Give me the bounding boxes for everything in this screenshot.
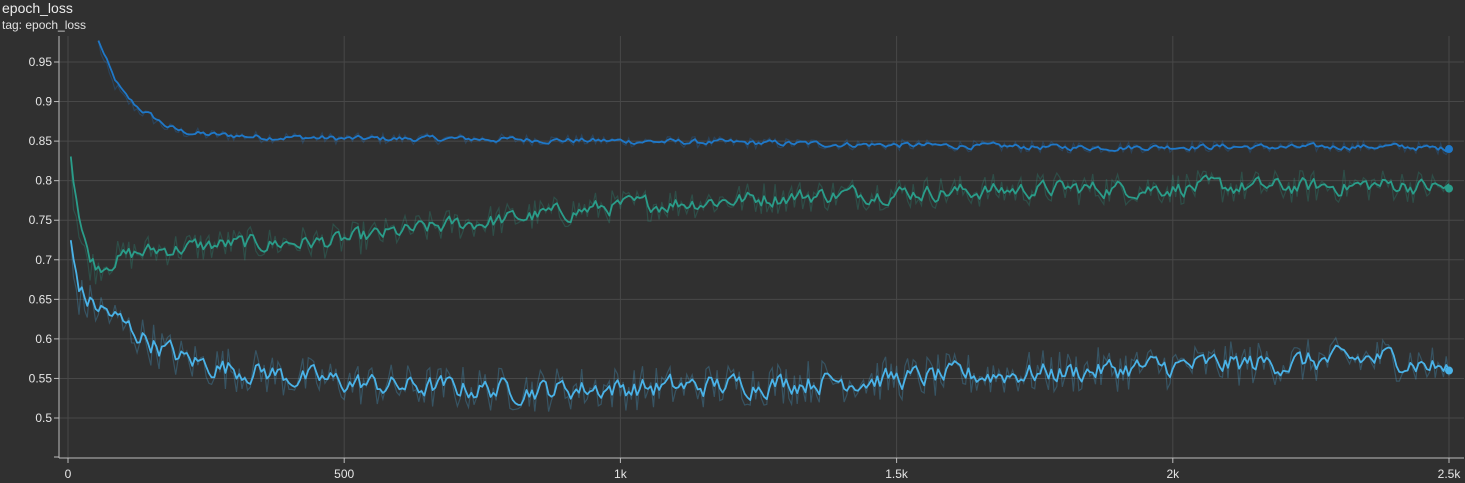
x-tick-label: 2.5k [1438,467,1462,481]
smoothed-series-layer [69,40,1450,406]
grid-lines [59,36,1464,458]
y-tick-label: 0.9 [35,95,52,109]
x-tick-label: 0 [65,467,72,481]
y-tick-label: 0.95 [29,55,53,69]
series-light-blue-line[interactable] [69,240,1450,406]
series-teal-line[interactable] [69,156,1450,274]
series-dark-blue-line[interactable] [97,40,1450,153]
y-tick-label: 0.8 [35,174,52,188]
y-tick-label: 0.75 [29,213,53,227]
series-light-blue-raw-line [70,239,1450,412]
series-endpoints [1445,145,1453,375]
y-tick-label: 0.85 [29,134,53,148]
y-tick-label: 0.6 [35,332,52,346]
chart-axes [58,36,1464,459]
x-tick-label: 500 [334,467,354,481]
y-axis-ticks: 0.5 0.55 0.6 0.65 0.7 0.75 0.8 0.85 0.9 0.95 [29,55,59,458]
y-tick-label: 0.7 [35,253,52,267]
y-tick-label: 0.5 [35,411,52,425]
series-teal-endpoint[interactable] [1445,184,1453,193]
x-tick-label: 2k [1166,467,1180,481]
y-tick-label: 0.65 [29,292,53,306]
x-tick-label: 1k [614,467,628,481]
y-tick-label: 0.55 [29,371,53,385]
chart-title: epoch_loss [2,0,73,16]
series-dark-blue-endpoint[interactable] [1445,145,1453,154]
chart-tag-label: tag: epoch_loss [2,18,87,32]
x-tick-label: 1.5k [885,467,909,481]
series-light-blue-endpoint[interactable] [1445,366,1453,375]
raw-series-layer [70,40,1450,412]
x-axis-ticks: 0 500 1k 1.5k 2k 2.5k [65,458,1462,481]
